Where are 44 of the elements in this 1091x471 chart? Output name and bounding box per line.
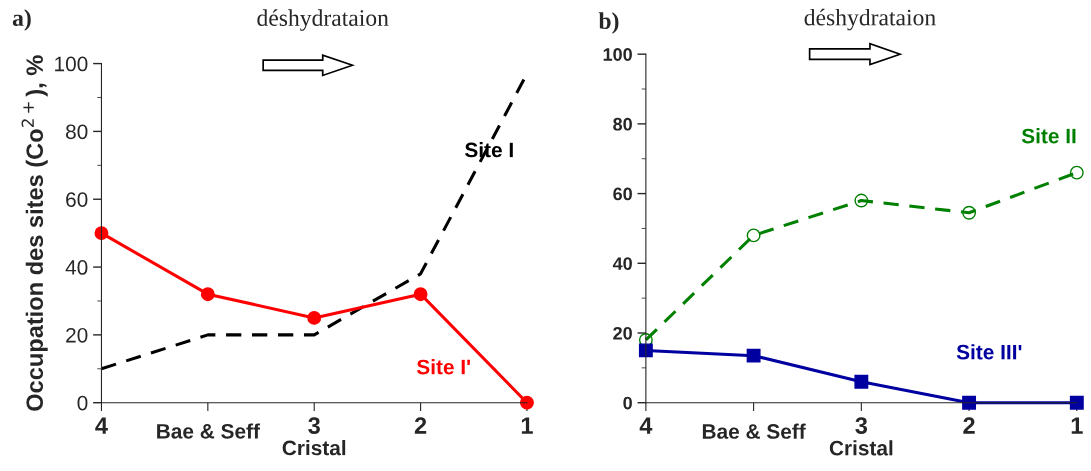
y-tick-label: 40 [65,260,88,275]
x-tick-label: 1 [1071,417,1083,434]
point [746,348,761,363]
series-label: Site I' [416,359,470,375]
y-tick-label: 80 [66,124,88,140]
series-label: Site III' [956,344,1022,360]
x-tick-label: 1 [521,417,533,434]
x-tick-label: 4 [95,417,108,434]
point [854,374,869,389]
x-axis-title: Cristal [282,440,346,456]
point [854,193,869,208]
y-tick-label: 60 [613,187,632,201]
text: déshydrataion [804,8,936,31]
point [200,287,215,302]
x-tick-label: 2 [963,417,975,434]
x-tick-label: 2 [414,417,427,434]
y-tick-label: 40 [612,257,632,271]
text: a) [12,9,31,31]
point [746,228,761,243]
point [307,310,322,325]
point [962,205,977,220]
x-axis-title: Cristal [829,440,893,456]
point [1069,165,1084,180]
x-tick-label: 3 [308,417,320,434]
y-tick-label: 0 [77,395,88,411]
x-tick-label: Bae & Seff [157,423,260,439]
point [94,226,109,241]
point [962,395,977,410]
y-tick-label: 20 [613,326,632,340]
text: déshydrataion [257,9,389,31]
y-tick-label: 60 [66,192,88,207]
series-label: Site II [1021,128,1076,144]
y-tick-label: 100 [55,56,88,72]
point [413,287,428,302]
y-tick-label: 100 [603,48,632,61]
text: b) [598,12,619,34]
x-tick-label: Bae & Seff [702,423,806,439]
series-label: Site I [465,142,513,158]
y-tick-label: 80 [613,117,632,131]
x-tick-label: 3 [855,417,868,434]
y-axis-title: Occupation des sites (Co$^{2+}$), % [21,55,48,411]
y-tick-label: 0 [623,396,632,410]
y-tick-label: 20 [66,327,88,343]
x-tick-label: 4 [639,417,653,434]
